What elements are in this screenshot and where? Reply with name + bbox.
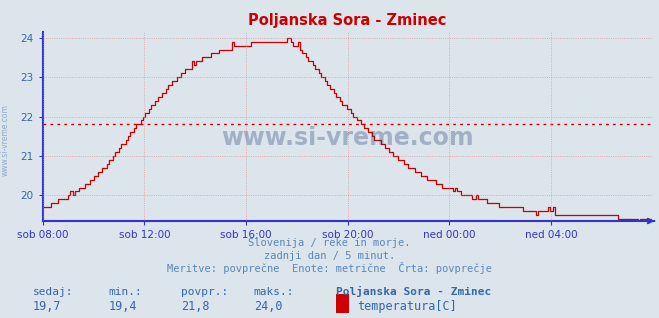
Title: Poljanska Sora - Zminec: Poljanska Sora - Zminec (248, 13, 447, 28)
Text: maks.:: maks.: (254, 287, 294, 297)
Text: 19,4: 19,4 (109, 300, 137, 313)
Text: Slovenija / reke in morje.: Slovenija / reke in morje. (248, 238, 411, 248)
Text: www.si-vreme.com: www.si-vreme.com (221, 126, 474, 150)
Text: 24,0: 24,0 (254, 300, 282, 313)
Text: zadnji dan / 5 minut.: zadnji dan / 5 minut. (264, 251, 395, 261)
Text: www.si-vreme.com: www.si-vreme.com (1, 104, 10, 176)
Text: temperatura[C]: temperatura[C] (357, 300, 457, 313)
Text: Poljanska Sora - Zminec: Poljanska Sora - Zminec (336, 286, 492, 297)
Text: min.:: min.: (109, 287, 142, 297)
Text: sedaj:: sedaj: (33, 287, 73, 297)
Text: 21,8: 21,8 (181, 300, 210, 313)
Text: povpr.:: povpr.: (181, 287, 229, 297)
Text: Meritve: povprečne  Enote: metrične  Črta: povprečje: Meritve: povprečne Enote: metrične Črta:… (167, 262, 492, 274)
Text: 19,7: 19,7 (33, 300, 61, 313)
